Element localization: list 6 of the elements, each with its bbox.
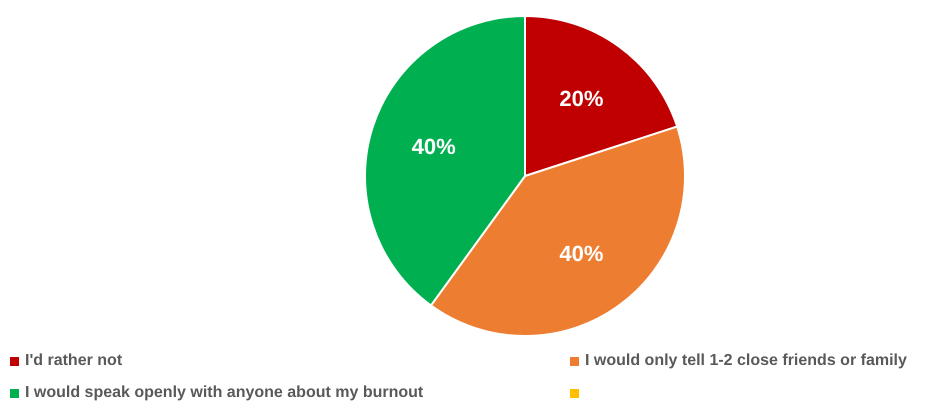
- legend-label: I'd rather not: [25, 352, 122, 370]
- legend-label: I would speak openly with anyone about my burnout: [25, 384, 424, 402]
- legend-label: I would only tell 1-2 close friends or family: [585, 352, 907, 370]
- data-label: 40%: [412, 134, 456, 159]
- data-label: 20%: [559, 86, 604, 111]
- data-label: 40%: [559, 241, 604, 266]
